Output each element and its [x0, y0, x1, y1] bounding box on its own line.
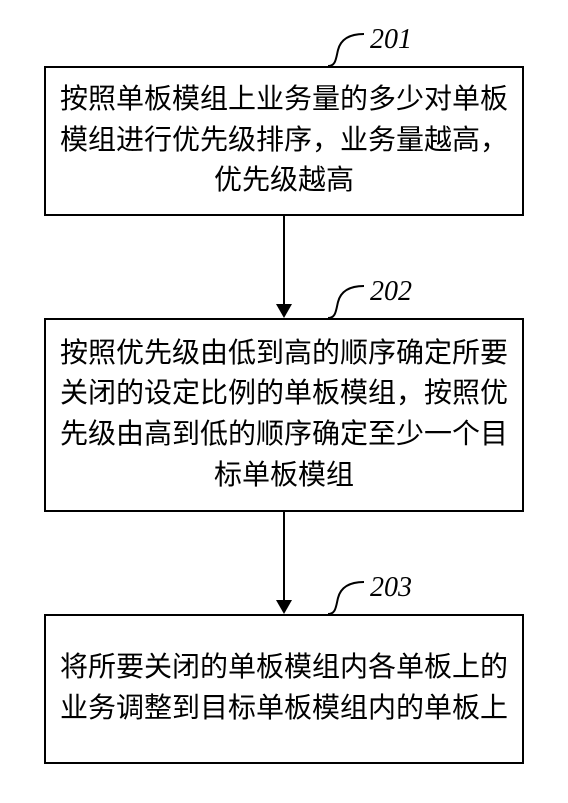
flow-node-202-text: 按照优先级由低到高的顺序确定所要关闭的设定比例的单板模组，按照优先级由高到低的顺… — [60, 334, 508, 496]
flow-label-201: 201 — [370, 24, 412, 56]
flowchart-canvas: 按照单板模组上业务量的多少对单板模组进行优先级排序，业务量越高，优先级越高 20… — [0, 0, 568, 803]
flow-node-203-text: 将所要关闭的单板模组内各单板上的业务调整到目标单板模组内的单板上 — [60, 648, 508, 729]
flow-node-201: 按照单板模组上业务量的多少对单板模组进行优先级排序，业务量越高，优先级越高 — [44, 66, 524, 216]
flow-label-202: 202 — [370, 276, 412, 308]
flow-node-201-text: 按照单板模组上业务量的多少对单板模组进行优先级排序，业务量越高，优先级越高 — [60, 80, 508, 202]
flow-node-203: 将所要关闭的单板模组内各单板上的业务调整到目标单板模组内的单板上 — [44, 614, 524, 764]
flow-label-203: 203 — [370, 572, 412, 604]
flow-node-202: 按照优先级由低到高的顺序确定所要关闭的设定比例的单板模组，按照优先级由高到低的顺… — [44, 318, 524, 512]
